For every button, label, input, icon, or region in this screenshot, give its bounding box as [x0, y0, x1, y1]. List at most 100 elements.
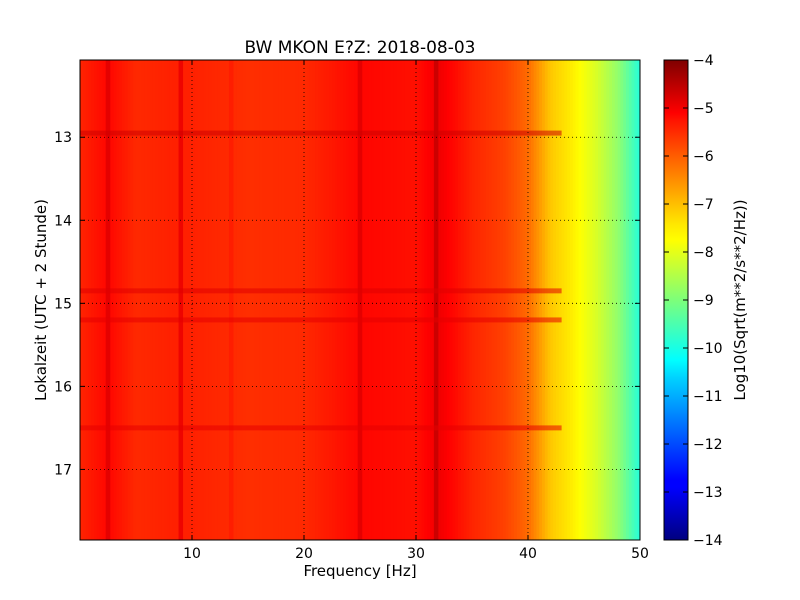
heatmap-band	[530, 60, 535, 540]
heatmap-band	[614, 60, 619, 540]
heatmap-band	[458, 60, 462, 540]
heatmap-band	[544, 60, 549, 540]
heatmap-band	[371, 60, 375, 540]
heatmap-band	[262, 60, 266, 540]
x-tick-label: 40	[519, 546, 537, 562]
heatmap-band	[505, 60, 509, 540]
heatmap-band	[234, 60, 238, 540]
heatmap-band	[388, 60, 392, 540]
heatmap-band	[164, 60, 168, 540]
heatmap-band	[570, 60, 574, 540]
heatmap-band	[606, 60, 610, 540]
heatmap-band	[628, 60, 633, 540]
heatmap-band	[404, 60, 409, 540]
heatmap-band	[477, 60, 481, 540]
colorbar-tick-label: −6	[693, 149, 714, 165]
heatmap-band	[542, 60, 546, 540]
heatmap-band	[612, 60, 616, 540]
heatmap-band	[589, 60, 593, 540]
heatmap-band	[374, 60, 378, 540]
colorbar-tick-label: −12	[693, 437, 723, 453]
heatmap-band	[418, 60, 423, 540]
heatmap-band	[337, 60, 341, 540]
heatmap-band	[110, 60, 115, 540]
heatmap-band	[82, 60, 87, 540]
heatmap-band	[390, 60, 395, 540]
heatmap-band	[130, 60, 134, 540]
heatmap-band	[502, 60, 507, 540]
y-axis-ticks: 13 14 15 16 17	[54, 130, 640, 478]
heatmap-line-feature	[433, 60, 439, 540]
heatmap-band	[189, 60, 193, 540]
heatmap-band	[334, 60, 339, 540]
heatmap-band	[309, 60, 313, 540]
heatmap-band	[273, 60, 277, 540]
y-axis-label: Lokalzeit (UTC + 2 Stunde)	[32, 199, 50, 401]
heatmap-band	[376, 60, 381, 540]
heatmap-band	[208, 60, 213, 540]
heatmap-band	[194, 60, 199, 540]
chart-title: BW MKON E?Z: 2018-08-03	[245, 38, 476, 58]
grid-lines	[80, 60, 640, 540]
heatmap-band	[206, 60, 210, 540]
heatmap-band	[430, 60, 434, 540]
y-tick-label: 16	[54, 379, 72, 395]
heatmap-band	[172, 60, 176, 540]
heatmap-band	[253, 60, 257, 540]
heatmap-band	[474, 60, 479, 540]
y-tick-label: 15	[54, 296, 72, 312]
heatmap-band	[547, 60, 551, 540]
heatmap-band	[323, 60, 327, 540]
heatmap-band	[245, 60, 249, 540]
heatmap-band	[416, 60, 420, 540]
heatmap-band	[441, 60, 445, 540]
heatmap-band	[567, 60, 571, 540]
heatmap-band	[264, 60, 269, 540]
heatmap-band	[306, 60, 311, 540]
heatmap-band	[564, 60, 568, 540]
heatmap-band	[292, 60, 297, 540]
heatmap-band	[620, 60, 624, 540]
x-axis-label: Frequency [Hz]	[303, 562, 416, 580]
colorbar-tick-label: −7	[693, 197, 714, 213]
heatmap-band	[362, 60, 367, 540]
heatmap-band	[152, 60, 157, 540]
heatmap-band	[222, 60, 227, 540]
heatmap-band	[124, 60, 129, 540]
colorbar-tick-label: −13	[693, 485, 723, 501]
heatmap-band	[449, 60, 453, 540]
heatmap-band	[220, 60, 224, 540]
heatmap-band	[346, 60, 350, 540]
heatmap-band	[116, 60, 120, 540]
heatmap-band	[595, 60, 599, 540]
heatmap-band	[239, 60, 243, 540]
heatmap-band	[99, 60, 103, 540]
heatmap-band	[166, 60, 171, 540]
heatmap-band	[217, 60, 221, 540]
heatmap-band	[561, 60, 565, 540]
heatmap-band	[256, 60, 260, 540]
heatmap-time-feature	[80, 317, 562, 323]
heatmap-band	[472, 60, 476, 540]
heatmap-band	[402, 60, 406, 540]
plot-area	[80, 60, 640, 540]
heatmap-band	[278, 60, 283, 540]
heatmap-band	[396, 60, 400, 540]
heatmap-band	[539, 60, 543, 540]
heatmap-band	[113, 60, 117, 540]
heatmap-band	[455, 60, 459, 540]
heatmap-band	[192, 60, 196, 540]
heatmap-band	[332, 60, 336, 540]
heatmap-line-feature	[357, 60, 363, 540]
colorbar-tick-label: −4	[693, 53, 714, 69]
heatmap-band	[88, 60, 92, 540]
heatmap-band	[102, 60, 106, 540]
heatmap-band	[393, 60, 397, 540]
heatmap-band	[603, 60, 607, 540]
heatmap-band	[581, 60, 585, 540]
heatmap-band	[365, 60, 369, 540]
heatmap-band	[533, 60, 537, 540]
heatmap-band	[119, 60, 123, 540]
colorbar-tick-label: −5	[693, 101, 714, 117]
heatmap-band	[225, 60, 229, 540]
